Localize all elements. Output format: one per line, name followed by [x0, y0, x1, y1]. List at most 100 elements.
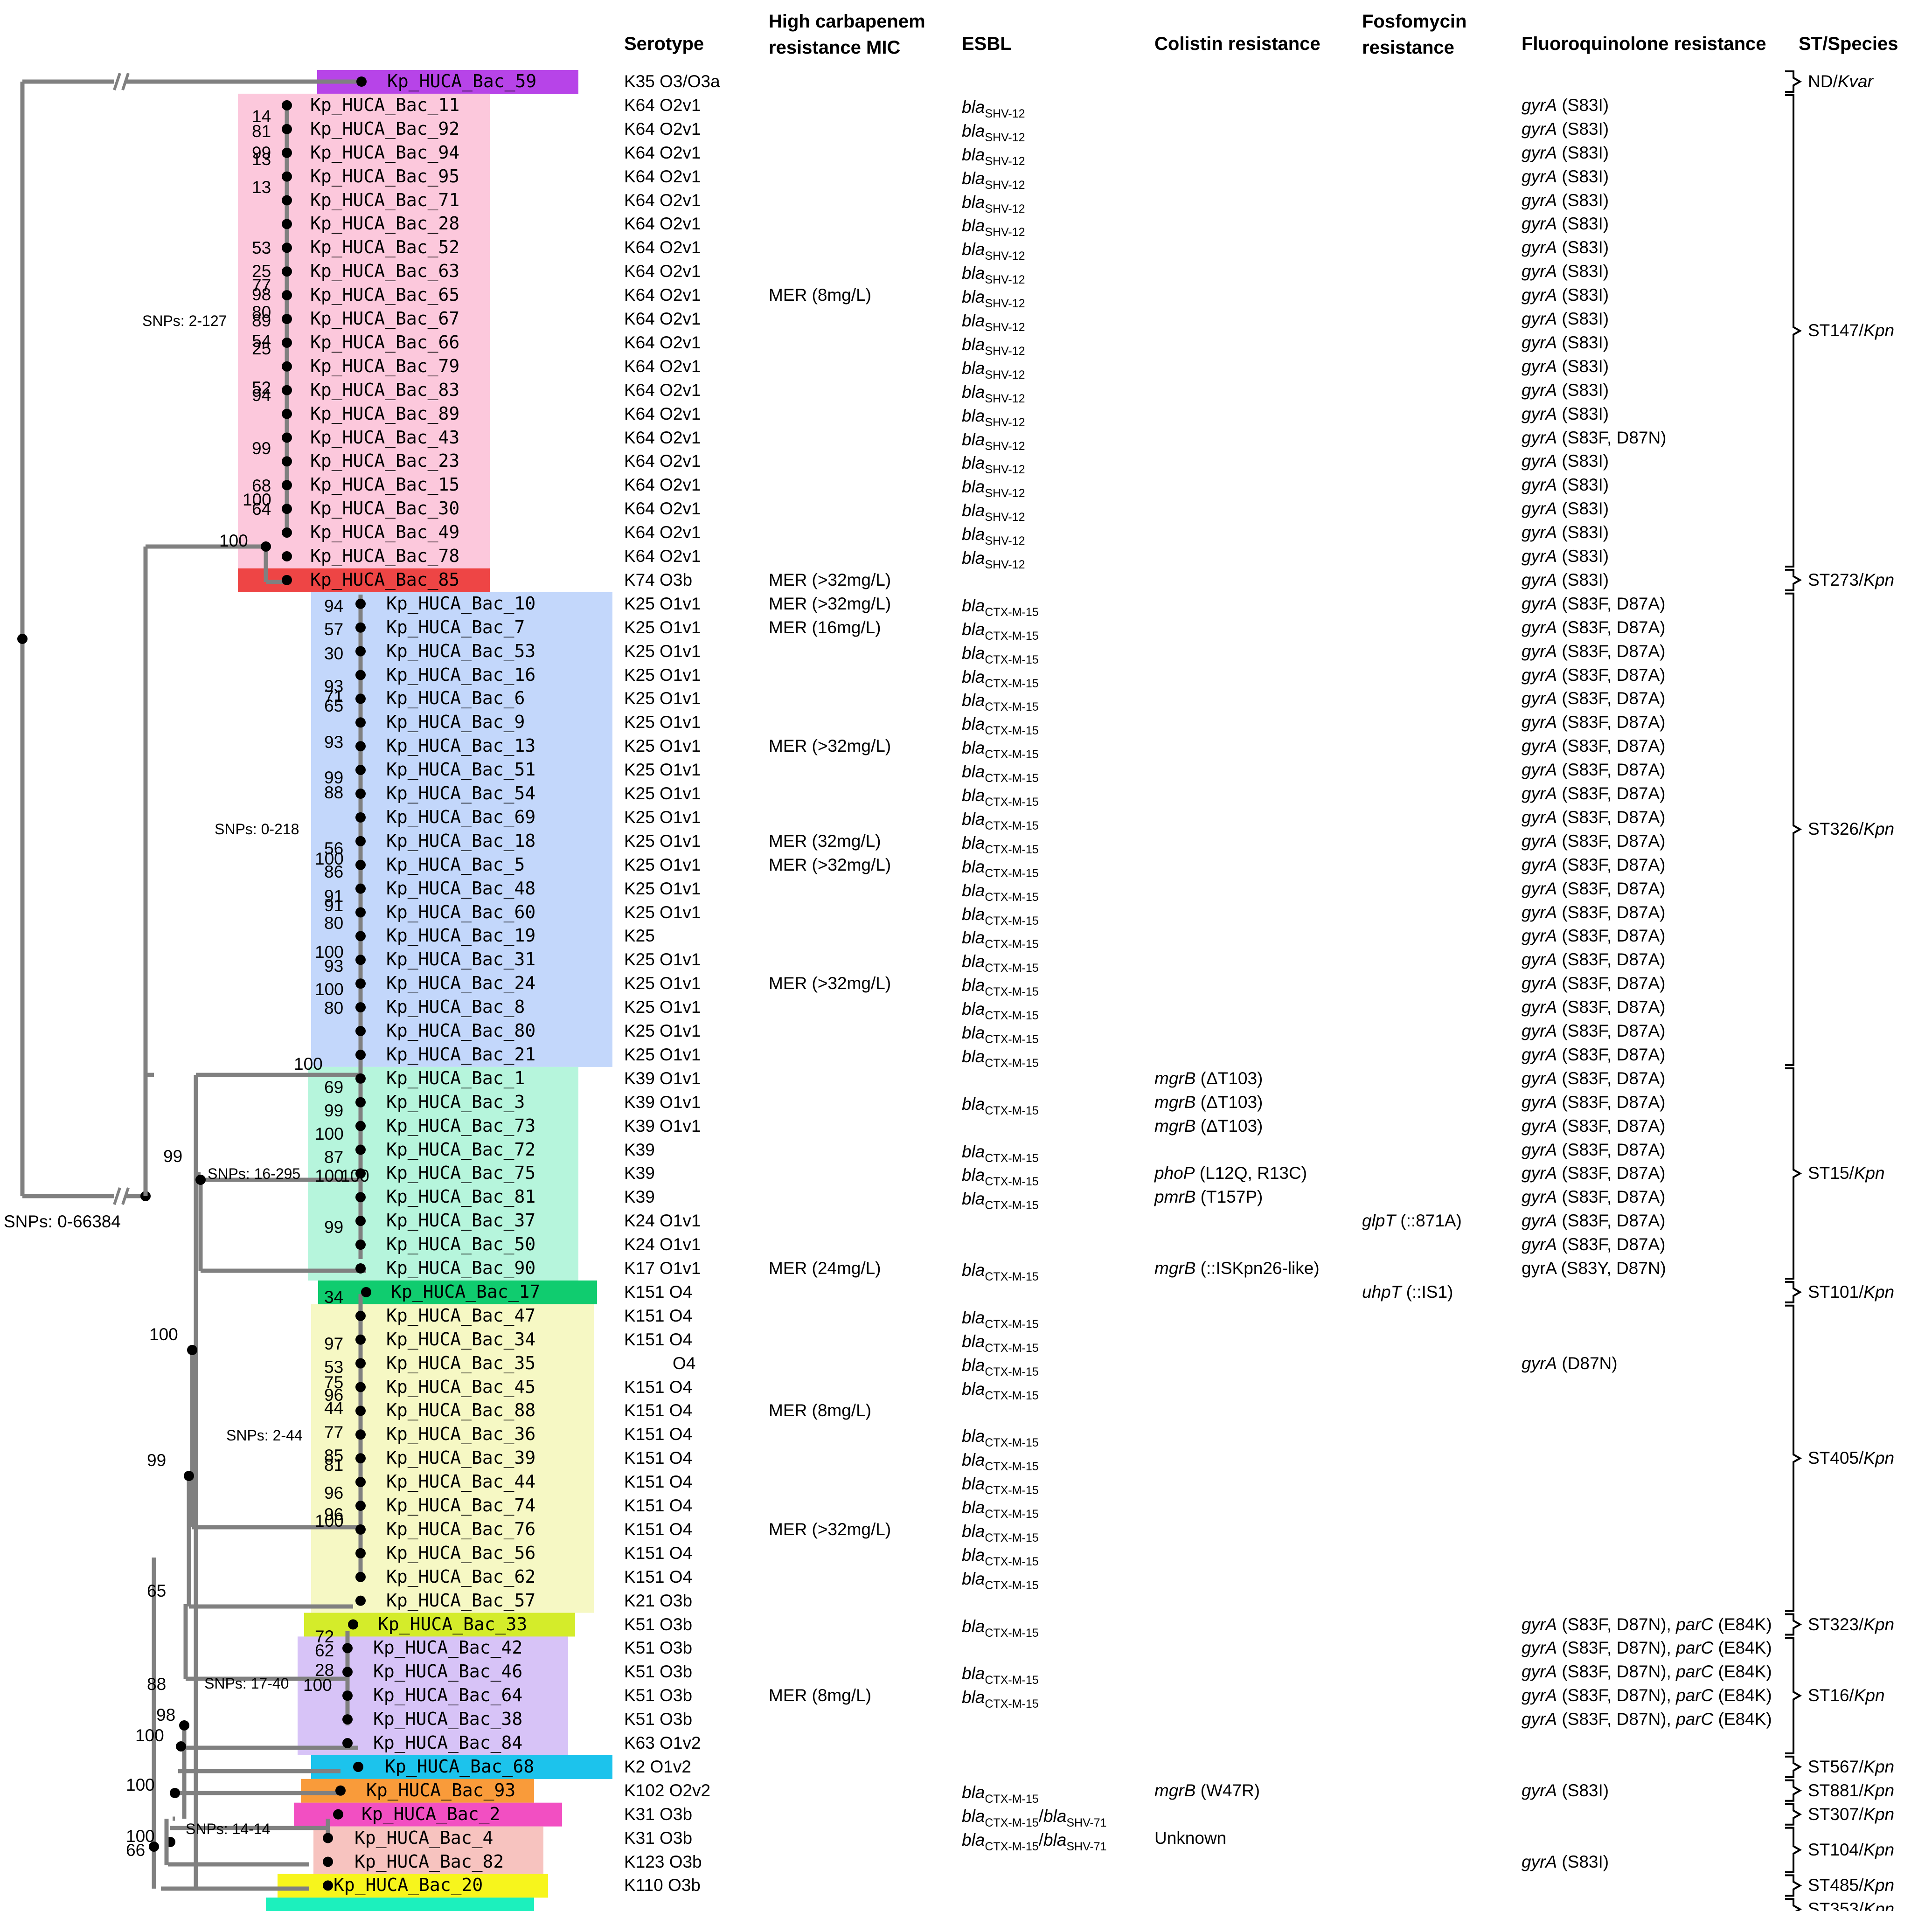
gyra-gene: gyrA	[1522, 1235, 1557, 1254]
carbapenem-header: High carbapenem resistance MIC	[769, 11, 925, 58]
serotype-cell: K151 O4	[624, 1472, 693, 1492]
serotype-cell: K2 O1v2	[624, 1757, 691, 1776]
gyra-gene: gyrA	[1522, 902, 1557, 922]
esbl-gene: bla	[962, 334, 985, 354]
tree-node	[179, 1720, 189, 1731]
esbl-variant: CTX-M-15	[985, 985, 1039, 999]
esbl-cell: blaCTX-M-15	[962, 1045, 1039, 1069]
carbapenem-mic-cell: MER (>32mg/L)	[769, 1519, 891, 1539]
st-type: ST326/	[1808, 819, 1864, 839]
gyra-gene: gyrA	[1522, 736, 1557, 756]
bootstrap-value: 53	[252, 238, 271, 257]
tree-node	[355, 1406, 366, 1416]
gyra-gene: gyrA	[1522, 974, 1557, 993]
isolate-label: Kp_HUCA_Bac_44	[386, 1471, 536, 1492]
serotype-cell: K151 O4	[624, 1496, 693, 1515]
bootstrap-value: 99	[324, 1101, 344, 1120]
esbl-gene: bla	[962, 192, 985, 212]
st-bracket	[1785, 1898, 1802, 1911]
isolate-label: Kp_HUCA_Bac_34	[386, 1329, 536, 1350]
esbl-gene: bla	[962, 667, 985, 686]
esbl-variant: CTX-M-15	[985, 914, 1039, 928]
serotype-cell: K25 O1v1	[624, 855, 701, 874]
isolate-label: Kp_HUCA_Bac_4	[354, 1827, 493, 1848]
colistin-cell: pmrB (T157P)	[1154, 1187, 1263, 1207]
esbl-gene: bla	[962, 809, 985, 829]
gyra-gene: gyrA	[1522, 1852, 1557, 1871]
esbl-cell: blaSHV-12	[962, 522, 1025, 547]
esbl-variant: SHV-12	[985, 273, 1025, 287]
species-name: Kpn	[1863, 1780, 1895, 1800]
isolate-label: Kp_HUCA_Bac_56	[386, 1542, 536, 1563]
esbl-gene: bla	[962, 477, 985, 497]
isolate-label: Kp_HUCA_Bac_18	[386, 830, 536, 851]
esbl-gene: bla	[962, 311, 985, 330]
st-bracket	[1785, 1281, 1802, 1303]
bootstrap-value: 54	[252, 332, 271, 351]
isolate-label: Kp_HUCA_Bac_1	[386, 1067, 525, 1088]
esbl-variant: SHV-12	[985, 226, 1025, 239]
colistin-gene: mgrB	[1154, 1068, 1196, 1088]
colistin-cell: mgrB (ΔT103)	[1154, 1116, 1263, 1136]
isolate-label: Kp_HUCA_Bac_92	[310, 118, 460, 139]
gyra-gene: gyrA	[1522, 262, 1557, 281]
esbl-gene: bla	[962, 1806, 985, 1826]
esbl-gene: bla	[962, 928, 985, 948]
esbl-gene: bla	[962, 714, 985, 734]
serotype-cell: K39 O1v1	[624, 1092, 701, 1112]
esbl-cell: blaCTX-M-15/blaSHV-71	[962, 1828, 1107, 1853]
esbl-cell: blaCTX-M-15	[962, 997, 1039, 1022]
esbl-cell: blaSHV-12	[962, 404, 1025, 429]
gyra-gene: gyrA	[1522, 831, 1557, 851]
esbl-gene: bla	[962, 168, 985, 188]
esbl-cell: blaCTX-M-15	[962, 1662, 1039, 1686]
tree-node	[355, 1595, 366, 1606]
fluoroquinolone-cell: gyrA (S83F, D87A)	[1522, 807, 1666, 827]
st-type: ST273/	[1808, 570, 1864, 589]
fluoroquinolone-cell: gyrA (S83I)	[1522, 190, 1609, 210]
colistin-gene: pmrB	[1154, 1187, 1196, 1207]
esbl-variant: SHV-71	[1066, 1840, 1107, 1853]
bootstrap-value: 94	[324, 596, 344, 616]
st-label: ST326/Kpn	[1808, 817, 1894, 841]
gyra-gene: gyrA	[1522, 309, 1557, 328]
gyra-gene: gyrA	[1522, 855, 1557, 874]
esbl-gene: bla	[1043, 1830, 1067, 1849]
bootstrap-value: 30	[324, 644, 344, 663]
serotype-cell: K64 O2v1	[624, 332, 701, 352]
tree-node	[323, 1880, 333, 1891]
serotype-cell: K39	[624, 1163, 655, 1183]
tree-node	[355, 789, 366, 799]
fluoroquinolone-cell: gyrA (S83F, D87A)	[1522, 594, 1666, 613]
fluoroquinolone-cell: gyrA (S83F, D87A)	[1522, 926, 1666, 946]
esbl-cell: blaCTX-M-15	[962, 855, 1039, 879]
fluoroquinolone-cell: gyrA (S83I)	[1522, 119, 1609, 138]
gyra-gene: gyrA	[1522, 665, 1557, 685]
fluoroquinolone-cell: gyrA (S83I)	[1522, 570, 1609, 589]
bootstrap-value: 100	[341, 1166, 369, 1185]
st-label: ST307/Kpn	[1808, 1802, 1894, 1826]
esbl-variant: SHV-12	[985, 392, 1025, 405]
serotype-cell: K25 O1v1	[624, 736, 701, 756]
esbl-variant: CTX-M-15	[985, 1033, 1039, 1046]
esbl-variant: SHV-12	[985, 439, 1025, 453]
fluoroquinolone-cell: gyrA (S83I)	[1522, 214, 1609, 234]
st-label: ST567/Kpn	[1808, 1755, 1894, 1779]
esbl-gene: bla	[962, 1142, 985, 1161]
esbl-variant: SHV-12	[985, 487, 1025, 500]
esbl-gene: bla	[962, 1474, 985, 1494]
esbl-variant: SHV-12	[985, 463, 1025, 477]
esbl-cell: blaSHV-12	[962, 285, 1025, 310]
esbl-gene: bla	[962, 97, 985, 117]
fluoroquinolone-cell: gyrA (S83F, D87A)	[1522, 1235, 1666, 1254]
bootstrap-value: 52	[252, 378, 271, 397]
esbl-cell: blaCTX-M-15	[962, 1329, 1039, 1354]
serotype-cell: K64 O2v1	[624, 499, 701, 519]
isolate-label: Kp_HUCA_Bac_49	[310, 522, 460, 543]
gyra-gene: gyrA	[1522, 1638, 1557, 1658]
serotype-cell: K39 O1v1	[624, 1068, 701, 1088]
bootstrap-value: 25	[252, 262, 271, 281]
serotype-cell: K151 O4	[624, 1448, 693, 1468]
tree-node	[355, 1263, 366, 1274]
isolate-label: Kp_HUCA_Bac_39	[386, 1447, 536, 1468]
